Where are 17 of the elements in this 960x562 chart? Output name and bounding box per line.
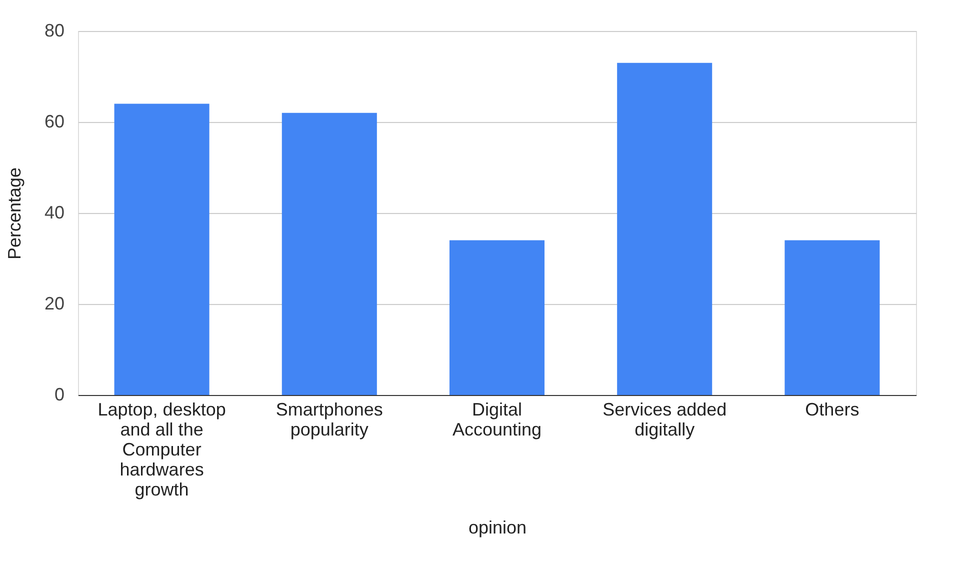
bar (282, 112, 377, 395)
x-tick-label: Smartphones popularity (276, 400, 383, 440)
x-tick-label: Others (805, 400, 860, 420)
x-tick-label: Digital Accounting (452, 400, 542, 440)
bar (114, 104, 210, 395)
y-tick-label: 60 (44, 112, 64, 132)
y-tick-label: 20 (44, 294, 64, 314)
y-axis-title: Percentage (4, 167, 24, 260)
y-tick-label: 0 (54, 384, 64, 404)
bar (617, 62, 712, 395)
x-tick-label: Laptop, desktop and all the Computer hardwares growth (98, 400, 226, 500)
x-axis-title: opinion (468, 518, 527, 538)
bar (784, 240, 880, 395)
x-tick-label: Services added digitally (602, 400, 727, 440)
y-tick-label: 40 (44, 202, 64, 222)
bar (449, 240, 545, 395)
y-tick-label: 80 (44, 20, 64, 40)
